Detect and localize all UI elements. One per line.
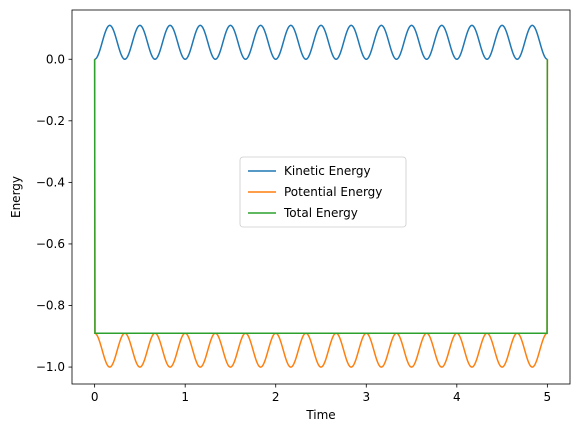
total-energy-line bbox=[93, 59, 549, 334]
plot-frame bbox=[71, 9, 571, 385]
kinetic-energy-line bbox=[94, 24, 548, 61]
y-axis-ticks: 0.0 −0.2 −0.4 −0.6 −0.8 −1.0 bbox=[36, 52, 72, 374]
y-tick-label: −1.0 bbox=[36, 360, 65, 374]
y-axis-label: Energy bbox=[9, 176, 23, 218]
x-tick-label: 3 bbox=[362, 390, 370, 404]
x-axis-ticks: 0 1 2 3 4 5 bbox=[91, 384, 551, 404]
y-tick-label: −0.6 bbox=[36, 237, 65, 251]
x-tick-label: 0 bbox=[91, 390, 99, 404]
legend-label: Total Energy bbox=[283, 206, 358, 220]
potential-energy-line bbox=[93, 59, 549, 368]
x-axis-label: Time bbox=[305, 408, 335, 422]
plot-lines bbox=[93, 24, 549, 368]
y-tick-label: 0.0 bbox=[46, 52, 65, 66]
legend-label: Potential Energy bbox=[284, 185, 382, 199]
axes-frame bbox=[71, 9, 571, 385]
legend-label: Kinetic Energy bbox=[284, 164, 371, 178]
x-tick-label: 4 bbox=[453, 390, 461, 404]
x-tick-label: 2 bbox=[272, 390, 280, 404]
y-tick-label: −0.8 bbox=[36, 299, 65, 313]
x-tick-label: 5 bbox=[544, 390, 552, 404]
legend-box bbox=[239, 156, 407, 228]
legend: Kinetic Energy Potential Energy Total Ener… bbox=[239, 156, 407, 228]
y-tick-label: −0.2 bbox=[36, 114, 65, 128]
y-tick-label: −0.4 bbox=[36, 175, 65, 189]
x-tick-label: 1 bbox=[181, 390, 189, 404]
